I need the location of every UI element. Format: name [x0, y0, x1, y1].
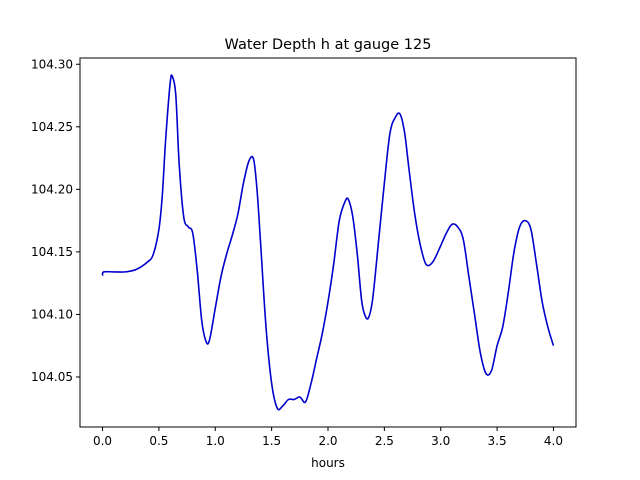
chart-title: Water Depth h at gauge 125	[225, 37, 432, 53]
plot-frame	[79, 57, 577, 428]
y-tick-label: 104.20	[31, 182, 73, 196]
x-axis-label: hours	[311, 456, 345, 470]
x-tick-label: 2.5	[375, 434, 394, 448]
x-tick-label: 2.0	[318, 434, 337, 448]
x-tick-label: 3.5	[488, 434, 507, 448]
y-tick-label: 104.15	[31, 245, 73, 259]
y-axis-ticks: 104.05 104.10 104.15 104.20 104.25 104.30	[31, 57, 80, 384]
y-tick-label: 104.10	[31, 307, 73, 321]
series-line-0	[101, 74, 555, 411]
y-tick-label: 104.05	[31, 370, 73, 384]
x-tick-label: 1.0	[206, 434, 225, 448]
x-tick-label: 4.0	[544, 434, 563, 448]
y-tick-label: 104.30	[31, 57, 73, 71]
x-tick-label: 0.0	[93, 434, 112, 448]
y-tick-label: 104.25	[31, 120, 73, 134]
x-tick-label: 1.5	[262, 434, 281, 448]
series-layer	[101, 74, 555, 411]
x-tick-label: 0.5	[149, 434, 168, 448]
x-tick-label: 3.0	[431, 434, 450, 448]
x-axis-ticks: 0.0 0.5 1.0 1.5 2.0 2.5 3.0 3.5 4.0	[93, 427, 563, 448]
